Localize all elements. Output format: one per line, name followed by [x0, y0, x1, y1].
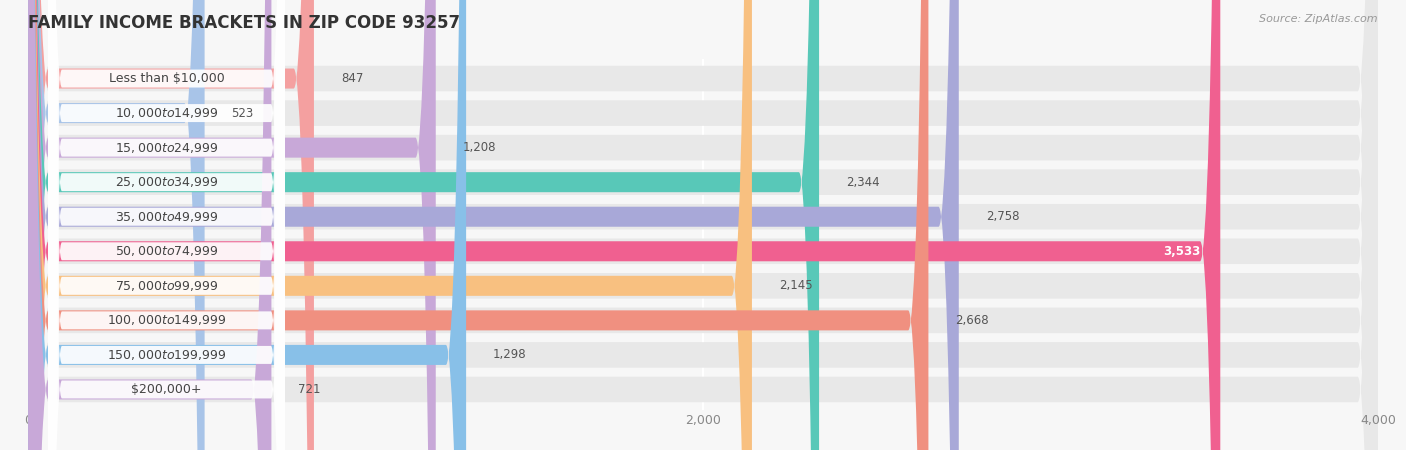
FancyBboxPatch shape	[28, 0, 1220, 450]
FancyBboxPatch shape	[28, 0, 436, 450]
FancyBboxPatch shape	[28, 0, 205, 450]
Text: 847: 847	[340, 72, 363, 85]
Text: $100,000 to $149,999: $100,000 to $149,999	[107, 313, 226, 327]
FancyBboxPatch shape	[48, 0, 284, 450]
FancyBboxPatch shape	[28, 0, 467, 450]
Text: Source: ZipAtlas.com: Source: ZipAtlas.com	[1260, 14, 1378, 23]
Text: 1,208: 1,208	[463, 141, 496, 154]
FancyBboxPatch shape	[28, 0, 1378, 450]
Text: Less than $10,000: Less than $10,000	[108, 72, 225, 85]
FancyBboxPatch shape	[28, 0, 1378, 450]
FancyBboxPatch shape	[28, 0, 1378, 450]
Text: $200,000+: $200,000+	[131, 383, 201, 396]
Text: 721: 721	[298, 383, 321, 396]
Text: 3,533: 3,533	[1163, 245, 1201, 258]
Text: $25,000 to $34,999: $25,000 to $34,999	[115, 175, 218, 189]
FancyBboxPatch shape	[28, 0, 1378, 450]
FancyBboxPatch shape	[48, 0, 284, 450]
Text: $150,000 to $199,999: $150,000 to $199,999	[107, 348, 226, 362]
FancyBboxPatch shape	[28, 0, 1378, 450]
Text: FAMILY INCOME BRACKETS IN ZIP CODE 93257: FAMILY INCOME BRACKETS IN ZIP CODE 93257	[28, 14, 460, 32]
Text: $75,000 to $99,999: $75,000 to $99,999	[115, 279, 218, 293]
FancyBboxPatch shape	[48, 0, 284, 450]
FancyBboxPatch shape	[48, 0, 284, 450]
FancyBboxPatch shape	[28, 0, 928, 450]
Text: 2,344: 2,344	[846, 176, 880, 189]
Text: $10,000 to $14,999: $10,000 to $14,999	[115, 106, 218, 120]
FancyBboxPatch shape	[28, 0, 1378, 450]
FancyBboxPatch shape	[28, 0, 314, 450]
Text: $15,000 to $24,999: $15,000 to $24,999	[115, 141, 218, 155]
FancyBboxPatch shape	[28, 0, 271, 450]
FancyBboxPatch shape	[48, 0, 284, 450]
Text: 1,298: 1,298	[494, 348, 527, 361]
FancyBboxPatch shape	[28, 0, 1378, 450]
FancyBboxPatch shape	[48, 0, 284, 450]
Text: 2,758: 2,758	[986, 210, 1019, 223]
Text: 2,668: 2,668	[956, 314, 988, 327]
FancyBboxPatch shape	[48, 0, 284, 450]
FancyBboxPatch shape	[28, 0, 1378, 450]
FancyBboxPatch shape	[48, 0, 284, 450]
FancyBboxPatch shape	[28, 0, 752, 450]
Text: 2,145: 2,145	[779, 279, 813, 292]
FancyBboxPatch shape	[28, 0, 1378, 450]
FancyBboxPatch shape	[28, 0, 1378, 450]
Text: 523: 523	[232, 107, 254, 120]
Text: $35,000 to $49,999: $35,000 to $49,999	[115, 210, 218, 224]
Text: $50,000 to $74,999: $50,000 to $74,999	[115, 244, 218, 258]
FancyBboxPatch shape	[28, 0, 820, 450]
FancyBboxPatch shape	[48, 0, 284, 450]
FancyBboxPatch shape	[28, 0, 959, 450]
FancyBboxPatch shape	[48, 0, 284, 450]
